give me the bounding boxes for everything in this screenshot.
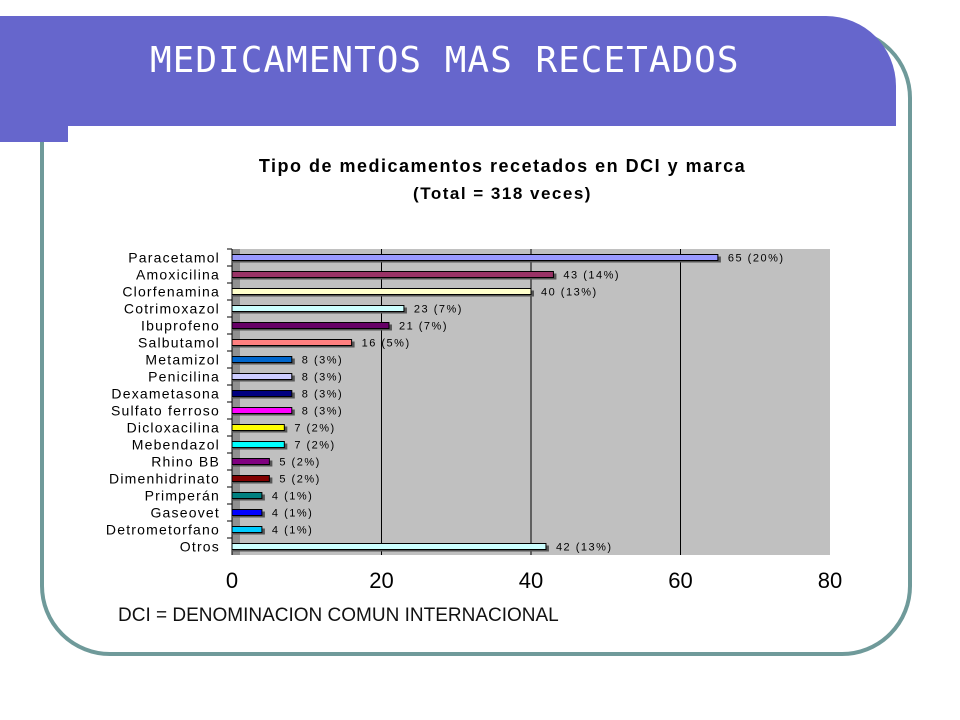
category-label: Clorfenamina xyxy=(122,284,220,300)
chart-subtitle: (Total = 318 veces) xyxy=(413,184,592,203)
data-label: 8 (3%) xyxy=(302,406,343,418)
category-label: Otros xyxy=(180,539,220,555)
category-label: Primperán xyxy=(145,488,220,504)
bar xyxy=(231,475,270,482)
slide-title: MEDICAMENTOS MAS RECETADOS xyxy=(150,40,740,81)
x-tick-label: 60 xyxy=(668,568,692,593)
category-label: Penicilina xyxy=(148,369,220,385)
plot-area xyxy=(240,249,830,555)
category-label: Metamizol xyxy=(145,352,220,368)
bar xyxy=(231,543,547,550)
data-label: 40 (13%) xyxy=(541,287,598,299)
x-tick-label: 40 xyxy=(519,568,543,593)
data-label: 7 (2%) xyxy=(294,423,335,435)
banner-notch xyxy=(0,126,68,142)
bar xyxy=(231,424,285,431)
category-label: Detrometorfano xyxy=(106,522,220,538)
data-label: 23 (7%) xyxy=(414,304,463,316)
bar xyxy=(231,254,719,261)
data-label: 4 (1%) xyxy=(272,491,313,503)
data-label: 21 (7%) xyxy=(399,321,448,333)
category-label: Rhino BB xyxy=(151,454,220,470)
category-label: Gaseovet xyxy=(150,505,220,521)
bar xyxy=(231,509,263,516)
bar xyxy=(231,271,554,278)
data-label: 4 (1%) xyxy=(272,525,313,537)
bar xyxy=(231,526,263,533)
data-label: 16 (5%) xyxy=(362,338,411,350)
data-label: 7 (2%) xyxy=(294,440,335,452)
category-label: Cotrimoxazol xyxy=(124,301,220,317)
footnote: DCI = DENOMINACION COMUN INTERNACIONAL xyxy=(118,605,559,626)
bar xyxy=(231,373,293,380)
data-label: 8 (3%) xyxy=(302,372,343,384)
bar xyxy=(231,441,285,448)
bar xyxy=(231,356,293,363)
bar xyxy=(231,305,405,312)
category-label: Dimenhidrinato xyxy=(109,471,220,487)
bar xyxy=(231,407,293,414)
data-label: 65 (20%) xyxy=(728,253,785,265)
category-label: Mebendazol xyxy=(132,437,220,453)
category-label: Dexametasona xyxy=(111,386,220,402)
data-label: 8 (3%) xyxy=(302,389,343,401)
category-label: Dicloxacilina xyxy=(127,420,220,436)
data-label: 43 (14%) xyxy=(563,270,620,282)
x-tick-label: 20 xyxy=(369,568,393,593)
bar xyxy=(231,390,293,397)
data-label: 5 (2%) xyxy=(279,474,320,486)
title-banner xyxy=(0,16,896,126)
bar xyxy=(231,322,390,329)
chart-title: Tipo de medicamentos recetados en DCI y … xyxy=(258,156,747,176)
data-label: 42 (13%) xyxy=(556,542,613,554)
data-label: 4 (1%) xyxy=(272,508,313,520)
data-label: 5 (2%) xyxy=(279,457,320,469)
category-label: Salbutamol xyxy=(138,335,220,351)
plot-area-wall xyxy=(232,249,240,555)
category-label: Amoxicilina xyxy=(136,267,220,283)
bar xyxy=(231,288,532,295)
x-tick-label: 0 xyxy=(226,568,238,593)
bar xyxy=(231,458,270,465)
data-label: 8 (3%) xyxy=(302,355,343,367)
category-label: Sulfato ferroso xyxy=(111,403,220,419)
bar xyxy=(231,339,353,346)
category-label: Ibuprofeno xyxy=(141,318,220,334)
x-tick-label: 80 xyxy=(818,568,842,593)
bar xyxy=(231,492,263,499)
category-label: Paracetamol xyxy=(128,250,220,266)
